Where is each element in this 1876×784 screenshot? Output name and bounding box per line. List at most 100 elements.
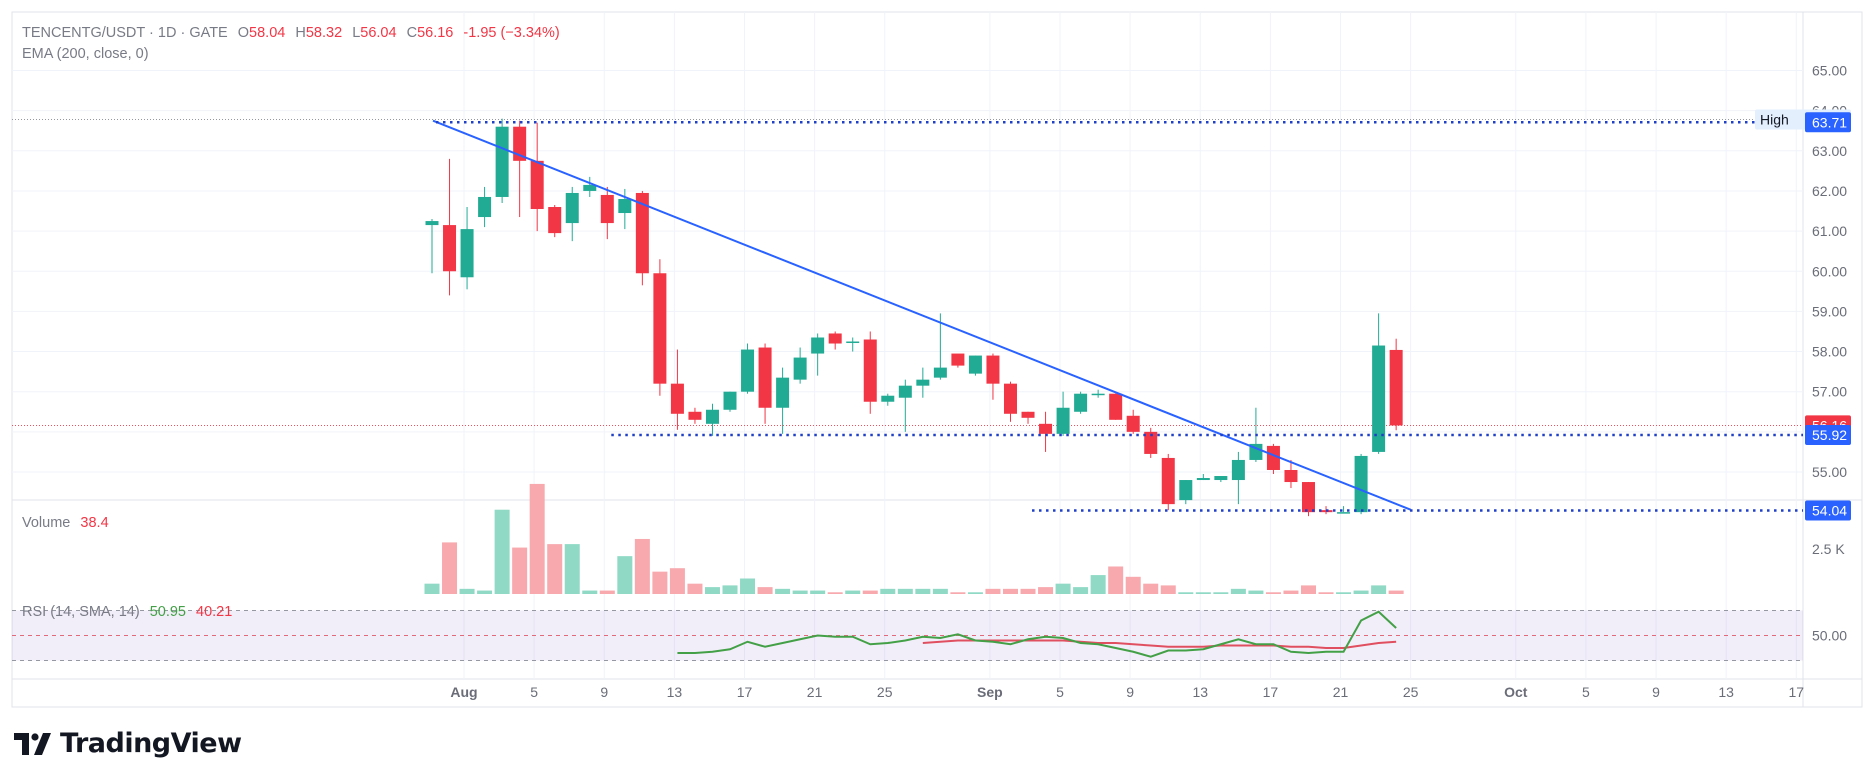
volume-bar bbox=[1230, 588, 1246, 594]
time-tick-label: 5 bbox=[530, 684, 538, 700]
candle-body bbox=[933, 367, 947, 378]
candle-body bbox=[565, 192, 579, 224]
candle-body bbox=[1372, 345, 1386, 452]
volume-bar bbox=[915, 588, 931, 594]
volume-bar bbox=[897, 588, 913, 594]
tradingview-logo[interactable]: TradingView bbox=[14, 728, 242, 759]
time-tick-label: 5 bbox=[1582, 684, 1590, 700]
candle-body bbox=[916, 379, 930, 386]
volume-bar bbox=[1002, 588, 1018, 594]
volume-bar bbox=[512, 547, 528, 594]
candle-body bbox=[968, 355, 982, 374]
time-tick-label: 17 bbox=[1263, 684, 1279, 700]
candle-body bbox=[1231, 459, 1245, 481]
high-label-caption: High bbox=[1760, 111, 1789, 127]
drawings[interactable] bbox=[432, 119, 1803, 512]
legend-main: TENCENTG/USDT · 1D · GATE O58.04 H58.32 … bbox=[22, 25, 560, 41]
volume-bar bbox=[477, 590, 493, 594]
volume-bar bbox=[1353, 590, 1369, 594]
rsi-value: 50.95 bbox=[150, 604, 186, 620]
volume-bar bbox=[950, 592, 966, 594]
price-label-box bbox=[1805, 500, 1851, 521]
volume-bar bbox=[1108, 566, 1124, 594]
chart-frame bbox=[11, 11, 1863, 708]
candle-body bbox=[1196, 478, 1210, 481]
candle-body bbox=[793, 357, 807, 380]
time-tick-label: 13 bbox=[1718, 684, 1734, 700]
candle-body bbox=[1354, 455, 1368, 513]
volume-bar bbox=[1090, 575, 1106, 594]
candle-body bbox=[741, 349, 755, 392]
time-tick-label: 13 bbox=[667, 684, 683, 700]
candle-body bbox=[618, 198, 632, 214]
volume-bar bbox=[459, 588, 475, 594]
candle-body bbox=[1144, 431, 1158, 454]
open-value: 58.04 bbox=[249, 25, 285, 41]
time-tick-label: 25 bbox=[1403, 684, 1419, 700]
candle-body bbox=[1389, 349, 1403, 426]
time-tick-label: Sep bbox=[977, 684, 1003, 700]
volume-bar bbox=[1336, 592, 1352, 594]
volume-bar bbox=[424, 583, 440, 594]
volume-bar bbox=[547, 544, 563, 594]
volume-bar bbox=[967, 592, 983, 594]
volume-bar bbox=[932, 588, 948, 594]
volume-bar bbox=[1125, 576, 1141, 594]
candle-body bbox=[1126, 415, 1140, 432]
candle-body bbox=[811, 337, 825, 354]
candle-body bbox=[758, 347, 772, 408]
volume-bar bbox=[1213, 592, 1229, 594]
candle-body bbox=[583, 184, 597, 191]
rsi-sma-line bbox=[922, 639, 1397, 649]
candle-body bbox=[1109, 393, 1123, 420]
time-tick-label: 25 bbox=[877, 684, 893, 700]
rsi-legend: RSI (14, SMA, 14) 50.95 40.21 bbox=[22, 604, 232, 620]
candle-body bbox=[495, 126, 509, 197]
price-label-box bbox=[1805, 425, 1851, 446]
volume-bar bbox=[669, 568, 685, 594]
price-tick-label: 65.00 bbox=[1812, 63, 1847, 79]
candle-body bbox=[776, 377, 790, 408]
change-value: -1.95 (−3.34%) bbox=[463, 25, 559, 41]
candle-body bbox=[600, 194, 614, 224]
volume-bar bbox=[722, 585, 738, 594]
time-tick-label: 21 bbox=[1333, 684, 1349, 700]
volume-bar bbox=[564, 544, 580, 594]
symbol-name: TENCENTG/USDT bbox=[22, 25, 145, 41]
price-label-text: 55.92 bbox=[1812, 427, 1847, 443]
close-value: 56.16 bbox=[417, 25, 453, 41]
time-tick-label: 5 bbox=[1056, 684, 1064, 700]
candle-body bbox=[1284, 469, 1298, 483]
volume-bar bbox=[1073, 587, 1089, 594]
price-tick-label: 62.00 bbox=[1812, 183, 1847, 199]
volume-bar bbox=[845, 590, 861, 594]
candle-body bbox=[513, 126, 527, 161]
interval: 1D bbox=[158, 25, 177, 41]
volume-tick-label: 2.5 K bbox=[1812, 541, 1845, 557]
low-value: 56.04 bbox=[360, 25, 396, 41]
volume-legend: Volume 38.4 bbox=[22, 515, 109, 531]
time-tick-label: 13 bbox=[1192, 684, 1208, 700]
volume-bar bbox=[1160, 585, 1176, 594]
rsi-pane bbox=[12, 610, 1803, 661]
candle-body bbox=[1214, 476, 1228, 481]
volume-bar bbox=[1178, 592, 1194, 594]
candle-body bbox=[443, 225, 457, 272]
volume-bar bbox=[1318, 592, 1334, 594]
price-tick-label: 58.00 bbox=[1812, 344, 1847, 360]
candle-body bbox=[1056, 407, 1070, 434]
volume-bar bbox=[740, 578, 756, 594]
candle-body bbox=[460, 229, 474, 278]
time-tick-label: 21 bbox=[807, 684, 823, 700]
volume-bar bbox=[634, 538, 650, 594]
candle-body bbox=[1003, 383, 1017, 414]
price-tick-label: 59.00 bbox=[1812, 303, 1847, 319]
rsi-sma-value: 40.21 bbox=[196, 604, 232, 620]
volume-pane bbox=[424, 483, 1404, 594]
price-tick-label: 57.00 bbox=[1812, 384, 1847, 400]
candle-body bbox=[1039, 423, 1053, 434]
volume-bar bbox=[757, 587, 773, 594]
volume-bar bbox=[529, 483, 545, 594]
volume-bar bbox=[1265, 592, 1281, 594]
